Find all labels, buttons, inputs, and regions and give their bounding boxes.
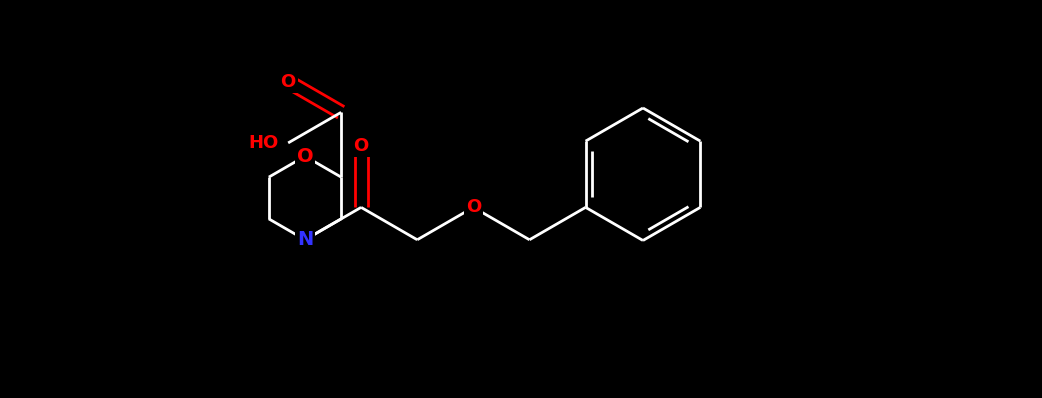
Text: O: O	[297, 147, 314, 166]
Text: O: O	[280, 73, 296, 91]
Text: O: O	[353, 137, 369, 155]
Text: HO: HO	[248, 134, 278, 152]
Text: O: O	[466, 198, 481, 217]
Text: N: N	[297, 230, 314, 249]
